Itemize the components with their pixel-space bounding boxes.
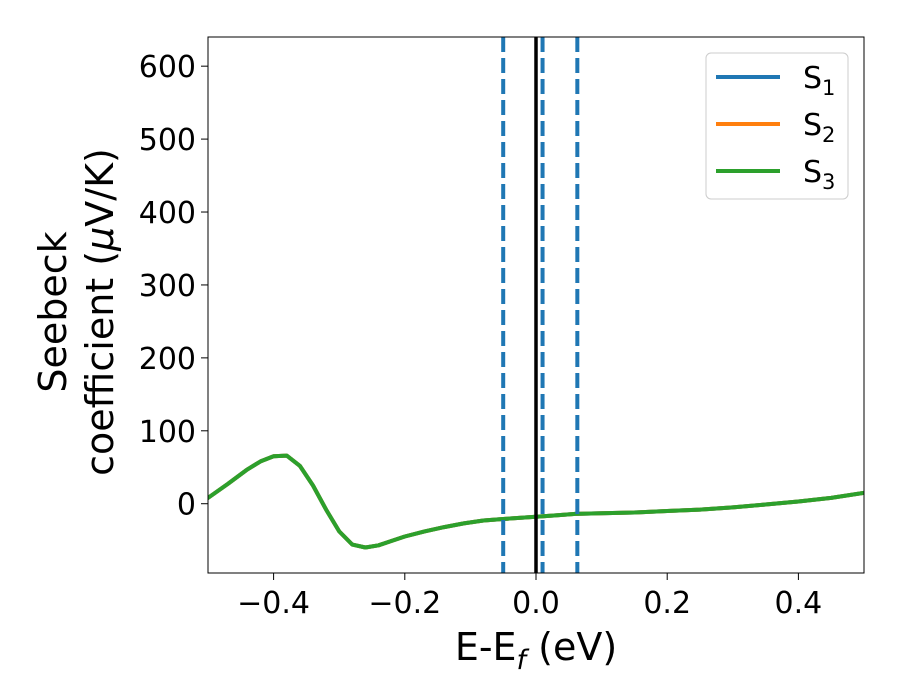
x-tick-label: 0.0 bbox=[512, 586, 560, 621]
x-tick-label: −0.4 bbox=[237, 586, 310, 621]
legend-label-s1: S1 bbox=[803, 61, 835, 100]
plot-content bbox=[208, 37, 864, 573]
y-tick-label: 600 bbox=[139, 50, 196, 85]
y-axis-label-line2: coefficient (μV/K) bbox=[78, 148, 122, 476]
legend-entry-s2: S2 bbox=[716, 108, 835, 147]
legend: S1 S2 S3 bbox=[705, 52, 849, 200]
plot-area bbox=[208, 37, 864, 573]
legend-entry-s3: S3 bbox=[716, 155, 835, 194]
series-line-s3 bbox=[208, 453, 864, 550]
x-tick-label: 0.4 bbox=[775, 586, 823, 621]
y-tick-label: 500 bbox=[139, 123, 196, 158]
y-axis-label-line1: Seebeck bbox=[31, 231, 75, 392]
x-tick-label: 0.2 bbox=[643, 586, 691, 621]
legend-label-s3: S3 bbox=[803, 155, 835, 194]
legend-entry-s1: S1 bbox=[716, 61, 835, 100]
y-tick-label: 100 bbox=[139, 415, 196, 450]
legend-label-s2: S2 bbox=[803, 108, 835, 147]
x-axis-label: E-Ef (eV) bbox=[455, 625, 617, 676]
y-tick-label: 0 bbox=[177, 488, 196, 523]
y-tick-label: 200 bbox=[139, 342, 196, 377]
x-tick-label: −0.2 bbox=[368, 586, 441, 621]
y-tick-label: 300 bbox=[139, 269, 196, 304]
y-axis-label: Seebeck coefficient (μV/K) bbox=[31, 148, 122, 476]
x-axis: −0.4 −0.2 0.0 0.2 0.4 bbox=[237, 573, 822, 621]
y-tick-label: 400 bbox=[139, 196, 196, 231]
y-axis: 0 100 200 300 400 500 600 bbox=[139, 50, 208, 523]
